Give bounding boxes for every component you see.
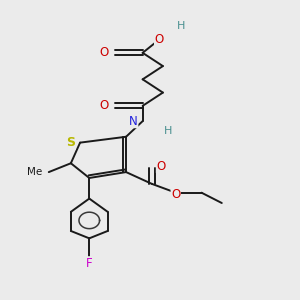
Text: O: O (154, 33, 164, 46)
Text: O: O (171, 188, 180, 201)
Text: H: H (177, 21, 185, 31)
Text: O: O (156, 160, 166, 173)
Text: F: F (86, 257, 93, 270)
Text: O: O (99, 46, 109, 59)
Text: S: S (66, 136, 75, 149)
Text: O: O (99, 99, 109, 112)
Text: H: H (164, 126, 172, 136)
Text: N: N (129, 115, 138, 128)
Text: Me: Me (27, 167, 42, 177)
